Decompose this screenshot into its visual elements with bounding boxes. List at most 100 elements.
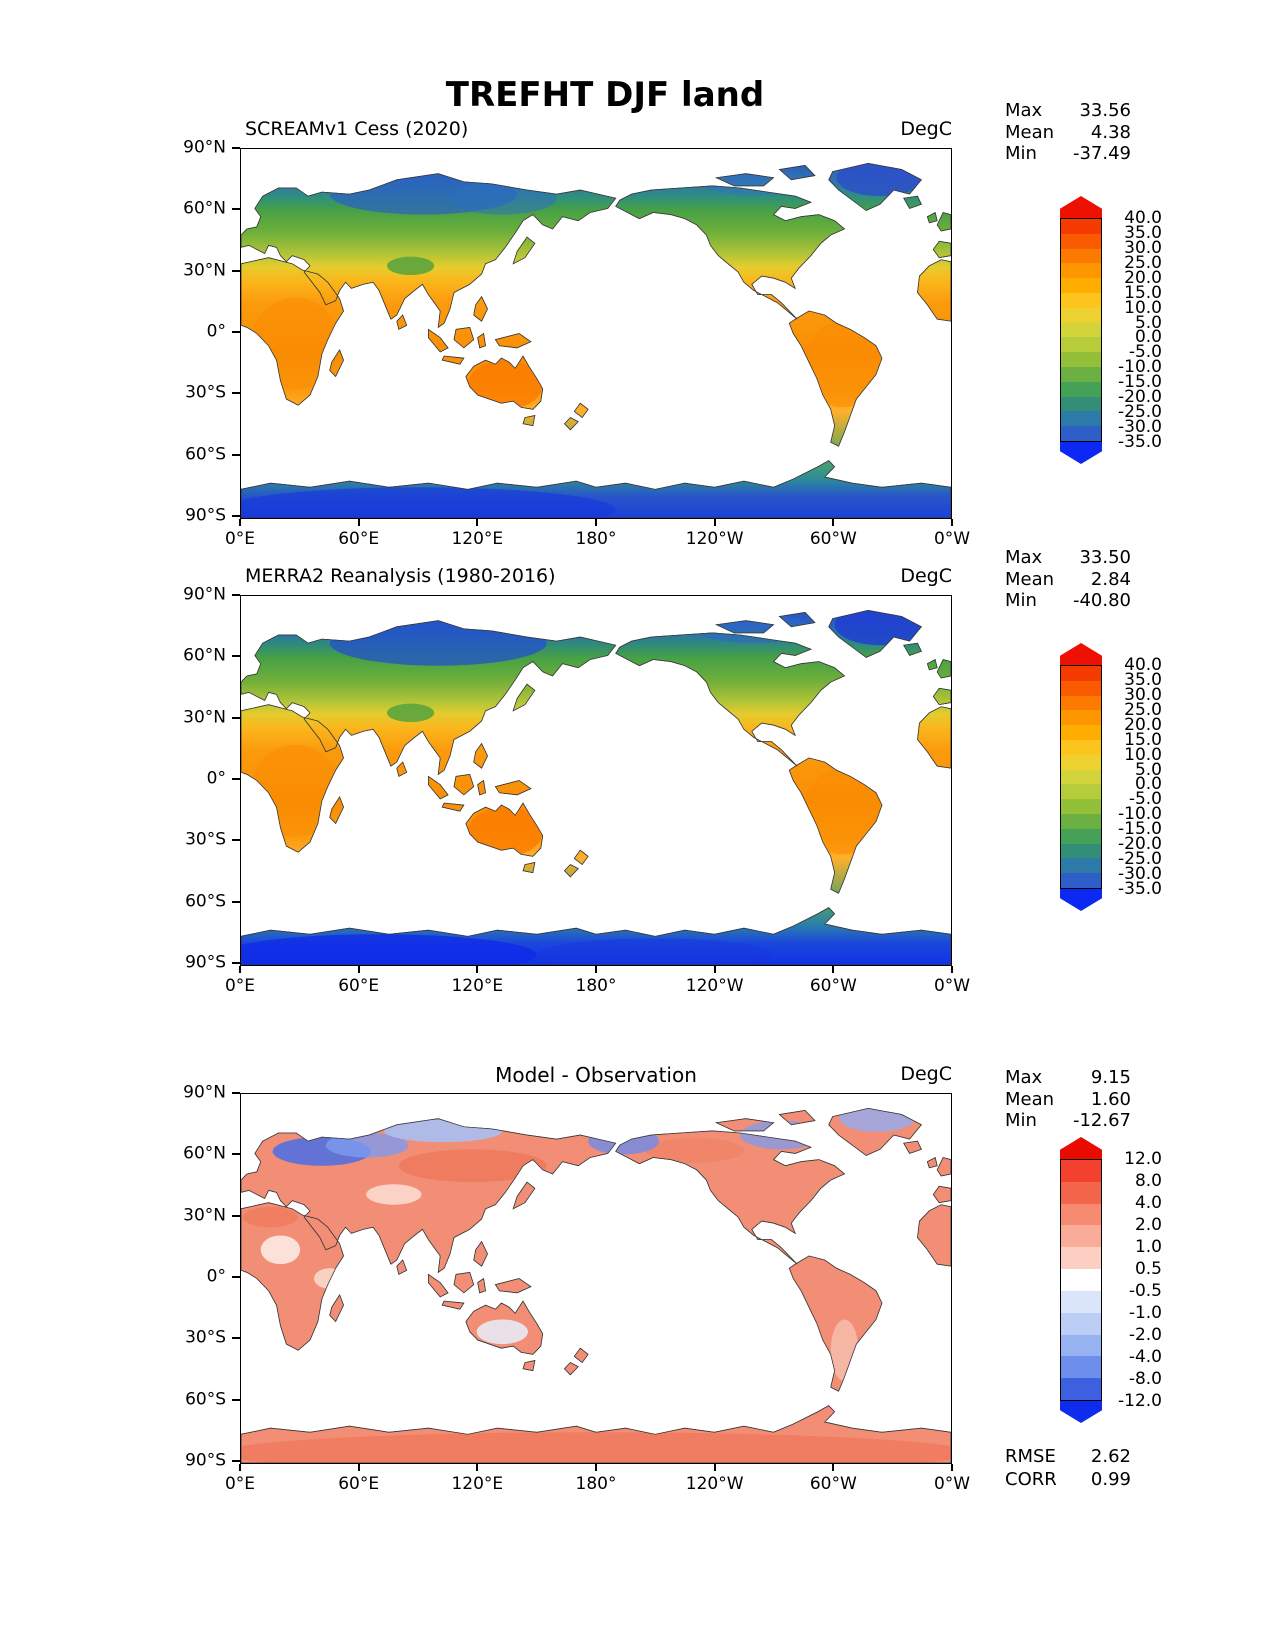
colorbar-labels: 12.0 8.0 4.0 2.0 1.0 0.5 -0.5 -1.0 -2.0 -4.0 -8.0-… bbox=[1108, 1149, 1162, 1411]
world-map-model bbox=[240, 148, 952, 519]
x-tick-mark bbox=[357, 1464, 360, 1471]
y-tick-mark bbox=[232, 1398, 240, 1401]
panel-header: MERRA2 Reanalysis (1980-2016) DegC bbox=[240, 565, 952, 591]
y-tick-mark bbox=[232, 900, 240, 903]
x-tick-label: 180° bbox=[575, 529, 617, 549]
stat-value: 4.38 bbox=[1090, 121, 1131, 143]
colorbar-tick-label: 12.0 bbox=[1124, 1149, 1162, 1169]
x-tick-mark bbox=[951, 1464, 953, 1471]
stat-row: Min -37.49 bbox=[1005, 143, 1131, 165]
x-tick-mark bbox=[239, 519, 241, 526]
y-axis: 90°N 60°N 30°N 0° 30°S 60°S 90°S bbox=[148, 585, 240, 973]
x-tick-label: 120°W bbox=[685, 529, 744, 549]
y-tick-label: 0° bbox=[206, 1266, 226, 1287]
y-tick-mark bbox=[232, 1337, 240, 1340]
stat-value: -37.49 bbox=[1072, 143, 1131, 164]
stat-label: Max bbox=[1005, 100, 1043, 121]
y-tick-label: 30°S bbox=[185, 382, 226, 403]
colorbar-segment bbox=[1061, 396, 1101, 412]
colorbar-segment bbox=[1061, 278, 1101, 293]
colorbar-segment bbox=[1061, 1269, 1101, 1291]
x-tick-label: 0°W bbox=[933, 529, 971, 549]
colorbar-arrow-up-icon bbox=[1060, 643, 1102, 665]
stat-label: Max bbox=[1005, 547, 1043, 568]
colorbar-tick-label: -15.0 bbox=[1118, 819, 1162, 840]
stat-label: Max bbox=[1005, 1067, 1043, 1088]
y-tick-label: 30°N bbox=[183, 260, 226, 281]
x-tick-mark bbox=[713, 519, 716, 526]
colorbar-tick-label: -10.0 bbox=[1118, 357, 1162, 378]
stat-row: Max 33.50 bbox=[1005, 547, 1131, 569]
x-tick-mark bbox=[713, 966, 716, 973]
x-tick-label: 0°W bbox=[933, 1474, 971, 1494]
metric-row: CORR 0.99 bbox=[1005, 1468, 1131, 1491]
y-tick-label: 60°S bbox=[185, 891, 226, 912]
colorbar-segment bbox=[1061, 307, 1101, 323]
x-tick-mark bbox=[951, 519, 953, 526]
panel-subtitle: MERRA2 Reanalysis (1980-2016) bbox=[245, 565, 556, 587]
stat-row: Mean 2.84 bbox=[1005, 569, 1131, 591]
colorbar-segment bbox=[1061, 754, 1101, 770]
y-tick-label: 60°S bbox=[185, 1389, 226, 1410]
colorbar-segment bbox=[1061, 263, 1101, 279]
colorbar-tick-label: -20.0 bbox=[1118, 834, 1162, 855]
colorbar-tick-label: -2.0 bbox=[1128, 1325, 1162, 1345]
x-tick-label: 60°W bbox=[809, 976, 857, 996]
colorbar: 12.0 8.0 4.0 2.0 1.0 0.5 -0.5 -1.0 -2.0 -4.0 -8.0-… bbox=[1060, 1137, 1170, 1423]
x-tick-mark bbox=[832, 966, 835, 973]
figure-title: TREFHT DJF land bbox=[445, 74, 765, 115]
y-tick-label: 0° bbox=[206, 321, 226, 342]
x-tick-label: 60°E bbox=[338, 529, 380, 549]
colorbar-tick-label: -5.0 bbox=[1128, 342, 1162, 363]
y-tick-label: 90°N bbox=[183, 137, 226, 158]
stats-block: Max 33.50 Mean 2.84 Min -40.80 bbox=[1005, 547, 1131, 612]
y-tick-mark bbox=[232, 1153, 240, 1156]
x-tick-label: 120°E bbox=[451, 529, 504, 549]
y-tick-label: 30°S bbox=[185, 829, 226, 850]
colorbar-tick-label: 5.0 bbox=[1134, 759, 1162, 780]
y-tick-mark bbox=[232, 1092, 240, 1094]
y-tick-mark bbox=[232, 1214, 240, 1217]
colorbar-segment bbox=[1061, 1160, 1101, 1182]
y-tick-mark bbox=[232, 778, 240, 780]
colorbar-tick-label: 35.0 bbox=[1124, 669, 1162, 690]
panel-header: SCREAMv1 Cess (2020) DegC bbox=[240, 118, 952, 144]
stat-row: Min -40.80 bbox=[1005, 590, 1131, 612]
x-tick-mark bbox=[595, 519, 597, 526]
y-tick-label: 60°N bbox=[183, 198, 226, 219]
y-tick-mark bbox=[232, 453, 240, 456]
colorbar-segment bbox=[1061, 233, 1101, 249]
x-tick-label: 60°E bbox=[338, 1474, 380, 1494]
colorbar-segment bbox=[1061, 710, 1101, 726]
colorbar-segment bbox=[1061, 1225, 1101, 1248]
colorbar-tick-label: 20.0 bbox=[1124, 267, 1162, 288]
stat-label: Min bbox=[1005, 143, 1037, 164]
colorbar-tick-label: -0.5 bbox=[1128, 1281, 1162, 1301]
y-axis: 90°N 60°N 30°N 0° 30°S 60°S 90°S bbox=[148, 1083, 240, 1471]
colorbar-segment bbox=[1061, 1378, 1101, 1400]
x-tick-mark bbox=[832, 1464, 835, 1471]
y-tick-mark bbox=[232, 1460, 240, 1462]
colorbar-segment bbox=[1061, 1247, 1101, 1270]
colorbar-segment bbox=[1061, 1181, 1101, 1204]
colorbar-tick-label: -4.0 bbox=[1128, 1347, 1162, 1367]
colorbar-tick-label: 15.0 bbox=[1124, 282, 1162, 303]
colorbar-segment bbox=[1061, 292, 1101, 308]
colorbar-tick-label: -15.0 bbox=[1118, 372, 1162, 393]
y-tick-mark bbox=[232, 716, 240, 719]
colorbar-segment bbox=[1061, 411, 1101, 427]
y-tick-mark bbox=[232, 269, 240, 272]
stat-label: Mean bbox=[1005, 121, 1055, 143]
colorbar-tick-label: 40.0 bbox=[1124, 655, 1162, 675]
colorbar-tick-label: -12.0 bbox=[1118, 1391, 1162, 1411]
colorbar-arrow-up-icon bbox=[1060, 1137, 1102, 1159]
colorbar-segment bbox=[1061, 799, 1101, 814]
x-tick-label: 60°E bbox=[338, 976, 380, 996]
x-tick-label: 0°E bbox=[224, 976, 256, 996]
colorbar-segment bbox=[1061, 426, 1101, 441]
colorbar-labels: 40.0 35.0 30.0 25.0 20.0 15.0 10.0 5.0 0.0 -5.0 -1… bbox=[1108, 655, 1162, 899]
x-tick-mark bbox=[476, 966, 479, 973]
colorbar-segment bbox=[1061, 1312, 1101, 1335]
colorbar-tick-label: 20.0 bbox=[1124, 714, 1162, 735]
world-map-difference bbox=[240, 1093, 952, 1464]
